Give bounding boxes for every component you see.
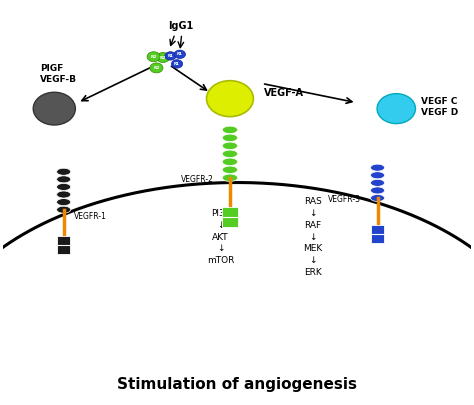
Ellipse shape	[147, 52, 160, 62]
Text: PlGF
VEGF-B: PlGF VEGF-B	[40, 64, 77, 84]
Ellipse shape	[150, 63, 163, 73]
Ellipse shape	[57, 183, 71, 190]
Ellipse shape	[222, 150, 237, 158]
Text: VEGFR-1: VEGFR-1	[74, 212, 107, 221]
Text: R2: R2	[153, 66, 160, 70]
Text: RAF: RAF	[305, 221, 322, 230]
Ellipse shape	[165, 52, 176, 60]
Ellipse shape	[156, 53, 170, 62]
Text: R1: R1	[174, 62, 180, 66]
Ellipse shape	[222, 134, 237, 141]
Ellipse shape	[222, 166, 237, 173]
Ellipse shape	[377, 94, 416, 124]
Ellipse shape	[172, 60, 182, 68]
Ellipse shape	[57, 168, 71, 175]
FancyBboxPatch shape	[371, 225, 384, 243]
FancyBboxPatch shape	[222, 207, 237, 226]
Ellipse shape	[222, 142, 237, 149]
Text: ↓: ↓	[310, 209, 317, 217]
Ellipse shape	[174, 50, 185, 58]
Text: ↓: ↓	[217, 221, 224, 230]
Text: mTOR: mTOR	[207, 256, 234, 265]
Text: ↓: ↓	[217, 245, 224, 254]
Ellipse shape	[371, 187, 384, 194]
Text: R2: R2	[150, 55, 157, 59]
Text: PI3K: PI3K	[211, 209, 230, 217]
Ellipse shape	[57, 206, 71, 213]
Ellipse shape	[222, 126, 237, 134]
Ellipse shape	[57, 198, 71, 206]
Ellipse shape	[371, 194, 384, 202]
Ellipse shape	[371, 164, 384, 171]
Ellipse shape	[371, 179, 384, 186]
Text: AKT: AKT	[212, 232, 229, 241]
Ellipse shape	[33, 92, 75, 125]
Ellipse shape	[371, 172, 384, 179]
Ellipse shape	[57, 191, 71, 198]
Text: ERK: ERK	[304, 269, 322, 277]
Ellipse shape	[207, 81, 254, 117]
Text: IgG1: IgG1	[168, 21, 193, 31]
Text: ↓: ↓	[310, 256, 317, 265]
Text: VEGFR-3: VEGFR-3	[328, 195, 361, 204]
Ellipse shape	[222, 174, 237, 181]
Ellipse shape	[57, 176, 71, 183]
Text: R1: R1	[177, 52, 183, 56]
Text: VEGF C
VEGF D: VEGF C VEGF D	[420, 96, 458, 117]
FancyBboxPatch shape	[57, 237, 70, 254]
Text: Stimulation of angiogenesis: Stimulation of angiogenesis	[117, 377, 357, 392]
Text: RAS: RAS	[304, 196, 322, 206]
Text: MEK: MEK	[303, 245, 323, 254]
Text: VEGFR-2: VEGFR-2	[181, 175, 214, 184]
Text: R1: R1	[167, 54, 173, 58]
Text: R2: R2	[160, 55, 166, 60]
Text: ↓: ↓	[310, 232, 317, 241]
Ellipse shape	[222, 158, 237, 166]
Text: VEGF-A: VEGF-A	[264, 87, 304, 98]
